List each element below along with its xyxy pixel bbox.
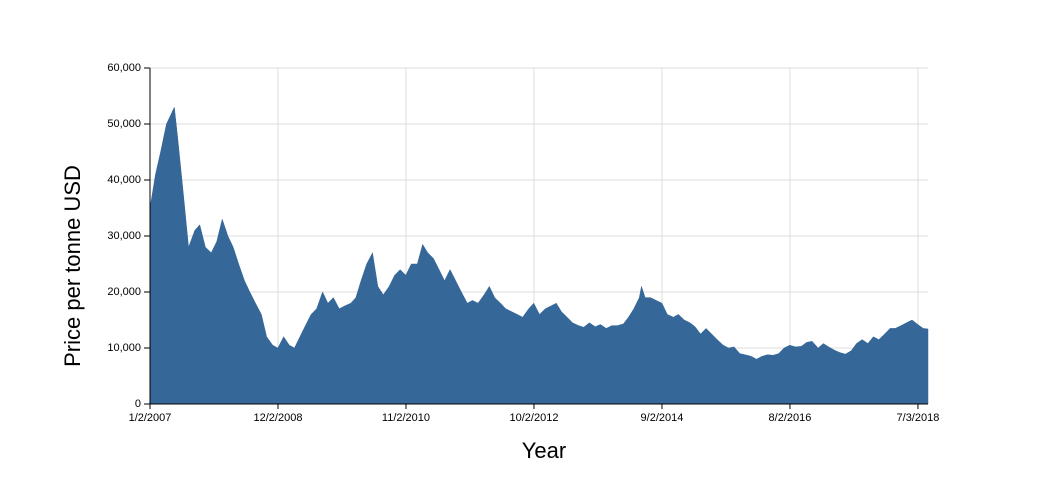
x-tick-label: 7/3/2018	[897, 412, 940, 424]
y-tick-label: 60,000	[107, 62, 141, 74]
y-tick-label: 30,000	[107, 230, 141, 242]
x-tick-label: 8/2/2016	[769, 412, 812, 424]
y-tick-label: 50,000	[107, 118, 141, 130]
area	[149, 106, 929, 405]
x-tick-label: 1/2/2007	[129, 412, 172, 424]
y-tick-label: 20,000	[107, 286, 141, 298]
y-tick-label: 10,000	[107, 342, 141, 354]
y-tick-label: 0	[135, 398, 141, 410]
x-tick-label: 9/2/2014	[641, 412, 684, 424]
x-tick-label: 10/2/2012	[510, 412, 559, 424]
x-axis-label: Year	[522, 438, 566, 463]
x-tick-label: 12/2/2008	[254, 412, 303, 424]
x-tick-label: 11/2/2010	[382, 412, 430, 424]
y-axis-label: Price per tonne USD	[60, 165, 85, 367]
y-tick-label: 40,000	[107, 174, 141, 186]
